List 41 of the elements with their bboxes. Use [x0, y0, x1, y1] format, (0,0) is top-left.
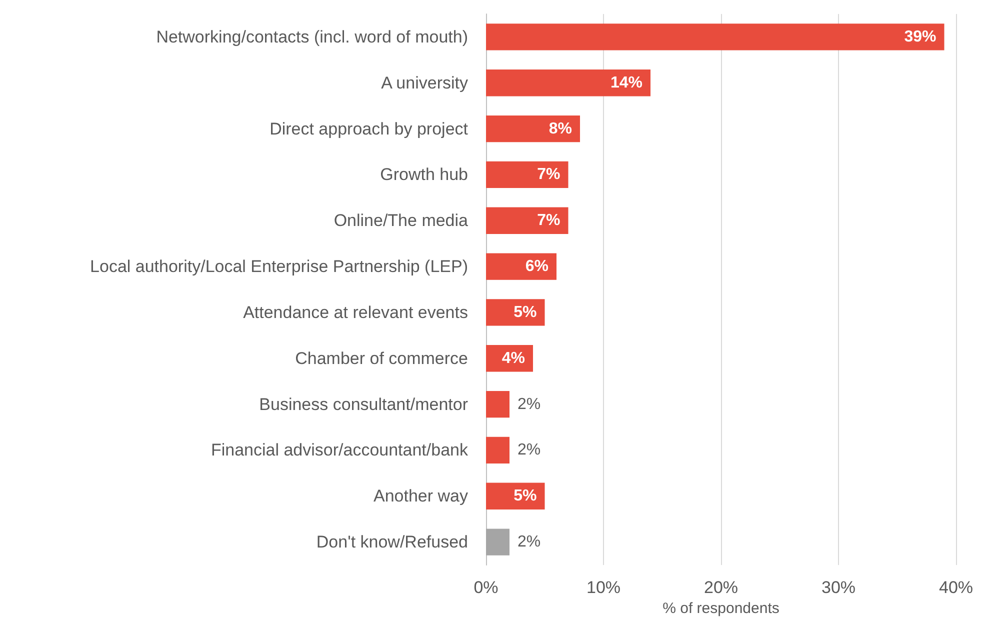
y-tick-label: Business consultant/mentor [259, 394, 468, 414]
y-tick-label: Chamber of commerce [295, 348, 468, 368]
y-tick-label: Direct approach by project [270, 119, 468, 138]
x-tick-label: 10% [586, 578, 621, 597]
data-label: 39% [904, 28, 936, 46]
y-tick-label: Local authority/Local Enterprise Partnership (LEP) [90, 257, 468, 276]
x-tick-label: 30% [821, 578, 856, 597]
bar [486, 390, 510, 418]
y-tick-label: Attendance at relevant events [243, 302, 468, 322]
x-tick-label: 0% [474, 578, 498, 597]
y-tick-label: Don't know/Refused [316, 532, 468, 552]
x-tick-label: 40% [938, 578, 974, 597]
y-tick-label: Growth hub [380, 165, 468, 184]
data-label: 5% [514, 304, 537, 321]
y-tick-label: Another way [374, 486, 468, 506]
data-label: 7% [537, 166, 560, 184]
y-tick-label: Financial advisor/accountant/bank [210, 440, 468, 460]
bar [486, 482, 545, 510]
bar [486, 70, 650, 96]
bar [486, 299, 545, 326]
bar [486, 207, 568, 234]
data-label: 2% [518, 534, 541, 551]
data-label: 2% [518, 442, 541, 459]
data-label: 5% [514, 488, 537, 505]
data-label: 14% [610, 74, 642, 92]
data-label: 8% [548, 120, 572, 138]
bar [486, 115, 580, 142]
y-tick-label: A university [381, 73, 468, 92]
x-axis-title: % of respondents [662, 600, 780, 617]
data-label: 7% [537, 212, 560, 230]
y-tick-label: Networking/contacts (incl. word of mouth) [156, 27, 468, 46]
bar [486, 436, 510, 464]
data-label: 4% [502, 350, 525, 367]
bar [486, 253, 556, 280]
bar [486, 528, 510, 556]
data-label: 6% [525, 258, 548, 276]
bar [486, 24, 944, 50]
data-label: 2% [518, 396, 541, 413]
y-tick-label: Online/The media [334, 211, 469, 230]
bar [486, 161, 568, 188]
x-tick-label: 20% [704, 578, 738, 597]
